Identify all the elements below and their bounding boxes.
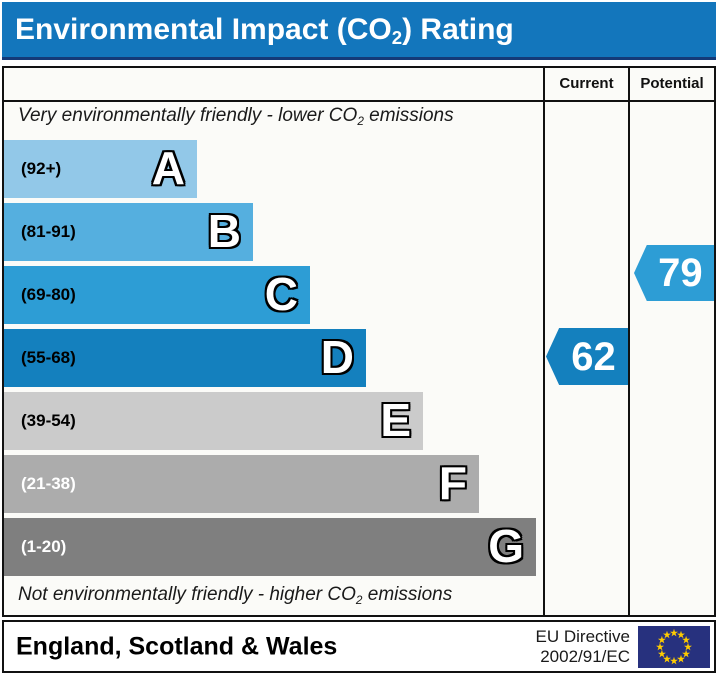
bottom-note-text: Not environmentally friendly - higher CO [18,584,356,605]
band-b-letter: B [207,205,241,258]
eu-directive-label: EU Directive 2002/91/EC [536,627,630,667]
page-title-subscript: 2 [391,27,403,49]
band-d: (55-68) D [4,329,366,387]
potential-column-header: Potential [640,75,704,92]
band-f-letter: F [438,457,467,510]
band-f-range: (21-38) [21,474,76,493]
top-note-text: Very environmentally friendly - lower CO [18,105,358,126]
band-g-letter: G [488,520,524,573]
band-d-range: (55-68) [21,348,76,367]
bottom-note-suffix: emissions [362,584,453,605]
band-e-letter: E [380,394,411,447]
eu-flag-stars [656,628,692,665]
bottom-note-subscript: 2 [355,593,363,607]
rating-chart: Current Potential Very environmentally f… [2,66,716,617]
top-note-subscript: 2 [357,114,364,128]
top-note: Very environmentally friendly - lower CO… [18,105,454,128]
band-e-range: (39-54) [21,411,76,430]
band-b-range: (81-91) [21,222,76,241]
potential-rating-value: 79 [658,251,703,295]
column-divider-potential [628,68,630,615]
current-rating-value: 62 [571,334,616,379]
eu-flag-icon [638,626,710,668]
band-a-range: (92+) [21,159,62,178]
band-e: (39-54) E [4,392,423,450]
eu-directive-line1: EU Directive [535,626,630,646]
column-divider-current [543,68,545,615]
band-c-letter: C [264,268,298,321]
region-label: England, Scotland & Wales [16,632,338,660]
band-c-range: (69-80) [21,285,76,304]
footer: England, Scotland & Wales EU Directive 2… [2,620,716,673]
band-b: (81-91) B [4,203,253,261]
band-g: (1-20) G [4,518,536,576]
bottom-note: Not environmentally friendly - higher CO… [18,584,453,607]
title-bar: Environmental Impact (CO2) Rating [2,2,716,60]
band-a-letter: A [151,142,185,195]
current-column-header: Current [559,75,614,92]
potential-rating-arrow: 79 [634,245,714,301]
band-c: (69-80) C [4,266,310,324]
eu-directive-line2: 2002/91/EC [540,646,630,666]
band-a: (92+) A [4,140,197,198]
current-rating-arrow: 62 [546,328,628,385]
page-title-text: Environmental Impact (CO [15,12,392,46]
page-title-suffix: ) Rating [402,12,514,46]
band-d-letter: D [320,331,354,384]
top-note-suffix: emissions [363,105,454,126]
page-title: Environmental Impact (CO2) Rating [15,12,514,49]
band-g-range: (1-20) [21,537,67,556]
header-underline [4,100,714,102]
band-f: (21-38) F [4,455,479,513]
